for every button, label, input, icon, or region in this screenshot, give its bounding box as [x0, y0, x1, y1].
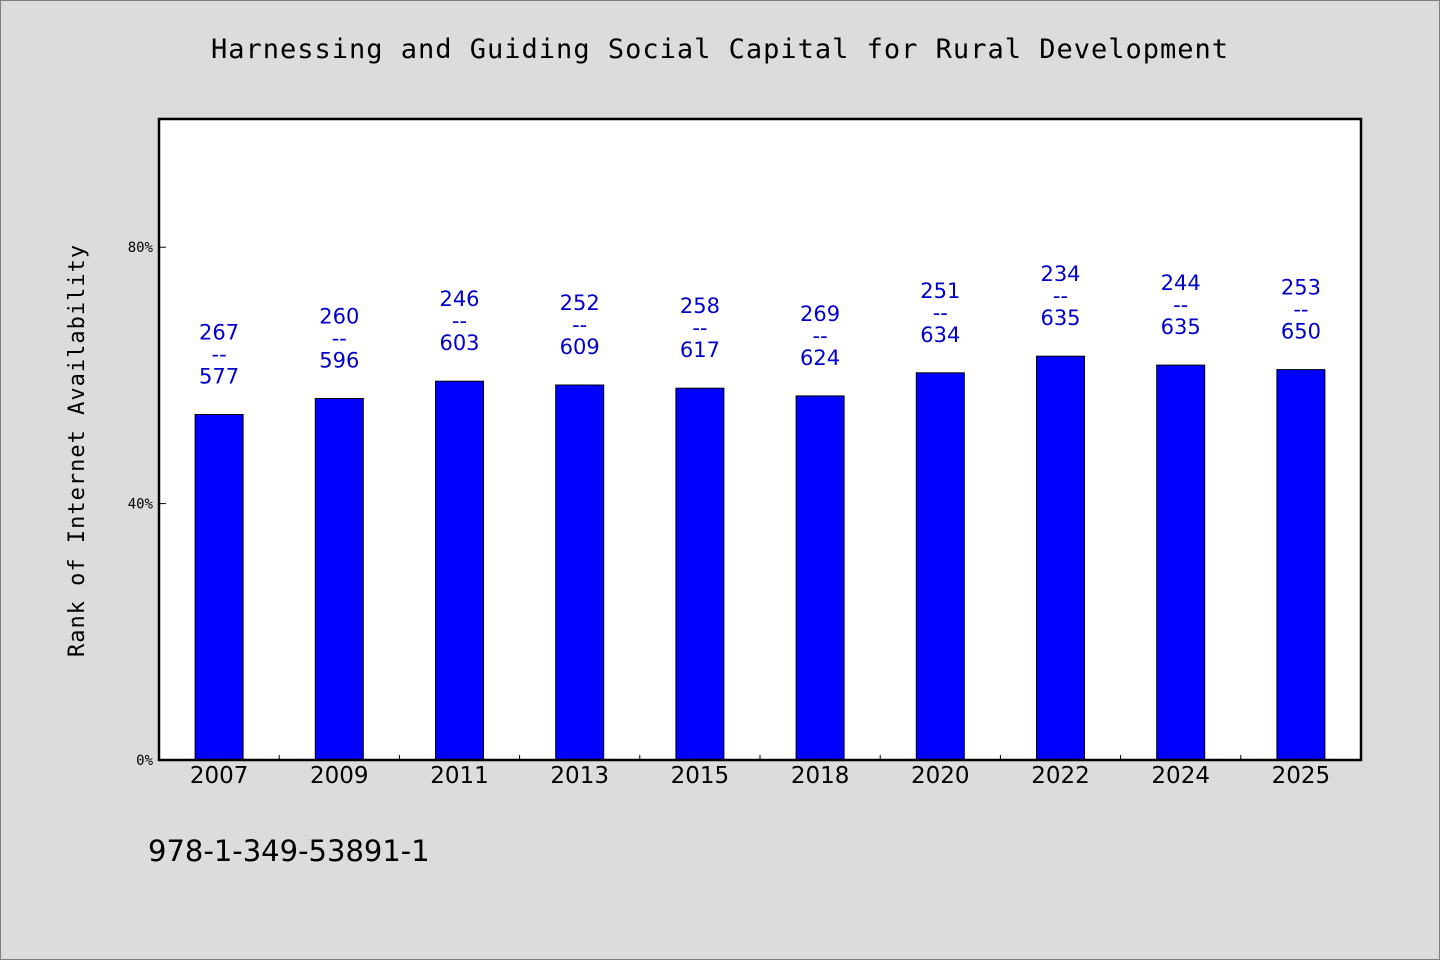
bar-label-top: 253: [1281, 276, 1321, 300]
bar-label-bottom: 634: [920, 323, 960, 347]
bar-label-top: 267: [199, 321, 239, 345]
bar-label-bottom: 617: [680, 338, 720, 362]
bar-label-bottom: 650: [1281, 320, 1321, 344]
bar-label-separator: --: [933, 301, 948, 325]
bar: [435, 380, 484, 761]
y-axis-label: Rank of Internet Availability: [65, 244, 90, 657]
bar: [1156, 364, 1206, 761]
x-tick-label: 2025: [1272, 763, 1331, 789]
bar: [314, 398, 364, 761]
y-tick-label: 0%: [136, 753, 153, 769]
x-tick-label: 2015: [671, 763, 730, 789]
plot-border: [157, 117, 1363, 762]
bar-label-top: 244: [1161, 271, 1201, 295]
x-tick-label: 2013: [550, 763, 609, 789]
bar-label-separator: --: [813, 324, 828, 348]
bar-label-separator: --: [452, 309, 467, 333]
bar: [915, 372, 965, 761]
bar-label-bottom: 635: [1040, 306, 1080, 330]
bar-label-bottom: 596: [319, 349, 359, 373]
bar: [1036, 355, 1085, 761]
bar-label-top: 269: [800, 302, 840, 326]
isbn-label: 978-1-349-53891-1: [148, 834, 430, 868]
bar-label-separator: --: [692, 316, 707, 340]
bar-label-bottom: 635: [1161, 315, 1201, 339]
bar: [795, 395, 845, 761]
bar-label-top: 260: [319, 305, 359, 329]
x-tick-label: 2011: [430, 763, 489, 789]
bar: [194, 414, 244, 761]
x-tick-label: 2007: [190, 763, 249, 789]
bar-label-top: 246: [439, 287, 479, 311]
bar-label-bottom: 603: [439, 331, 479, 355]
bar: [675, 387, 725, 761]
bar-label-separator: --: [212, 343, 227, 367]
bar-label-top: 252: [560, 291, 600, 315]
x-tick-label: 2018: [791, 763, 850, 789]
y-tick-label: 80%: [128, 240, 154, 256]
bar-label-top: 251: [920, 279, 960, 303]
y-tick-label: 40%: [128, 497, 154, 513]
x-tick-label: 2024: [1151, 763, 1210, 789]
bar-label-bottom: 577: [199, 365, 239, 389]
x-tick-label: 2009: [310, 763, 369, 789]
bar-label-top: 234: [1040, 262, 1080, 286]
bar: [1276, 369, 1326, 761]
bar-label-top: 258: [680, 294, 720, 318]
bar-label-bottom: 609: [560, 335, 600, 359]
bar-label-separator: --: [332, 327, 347, 351]
x-tick-label: 2020: [911, 763, 970, 789]
bar-label-separator: --: [1053, 284, 1068, 308]
bar: [555, 384, 605, 761]
bar-label-separator: --: [572, 313, 587, 337]
chart-title: Harnessing and Guiding Social Capital fo…: [210, 34, 1230, 65]
bar-label-separator: --: [1293, 298, 1308, 322]
bar-label-bottom: 624: [800, 346, 840, 370]
x-tick-label: 2022: [1031, 763, 1090, 789]
bar-label-separator: --: [1173, 293, 1188, 317]
